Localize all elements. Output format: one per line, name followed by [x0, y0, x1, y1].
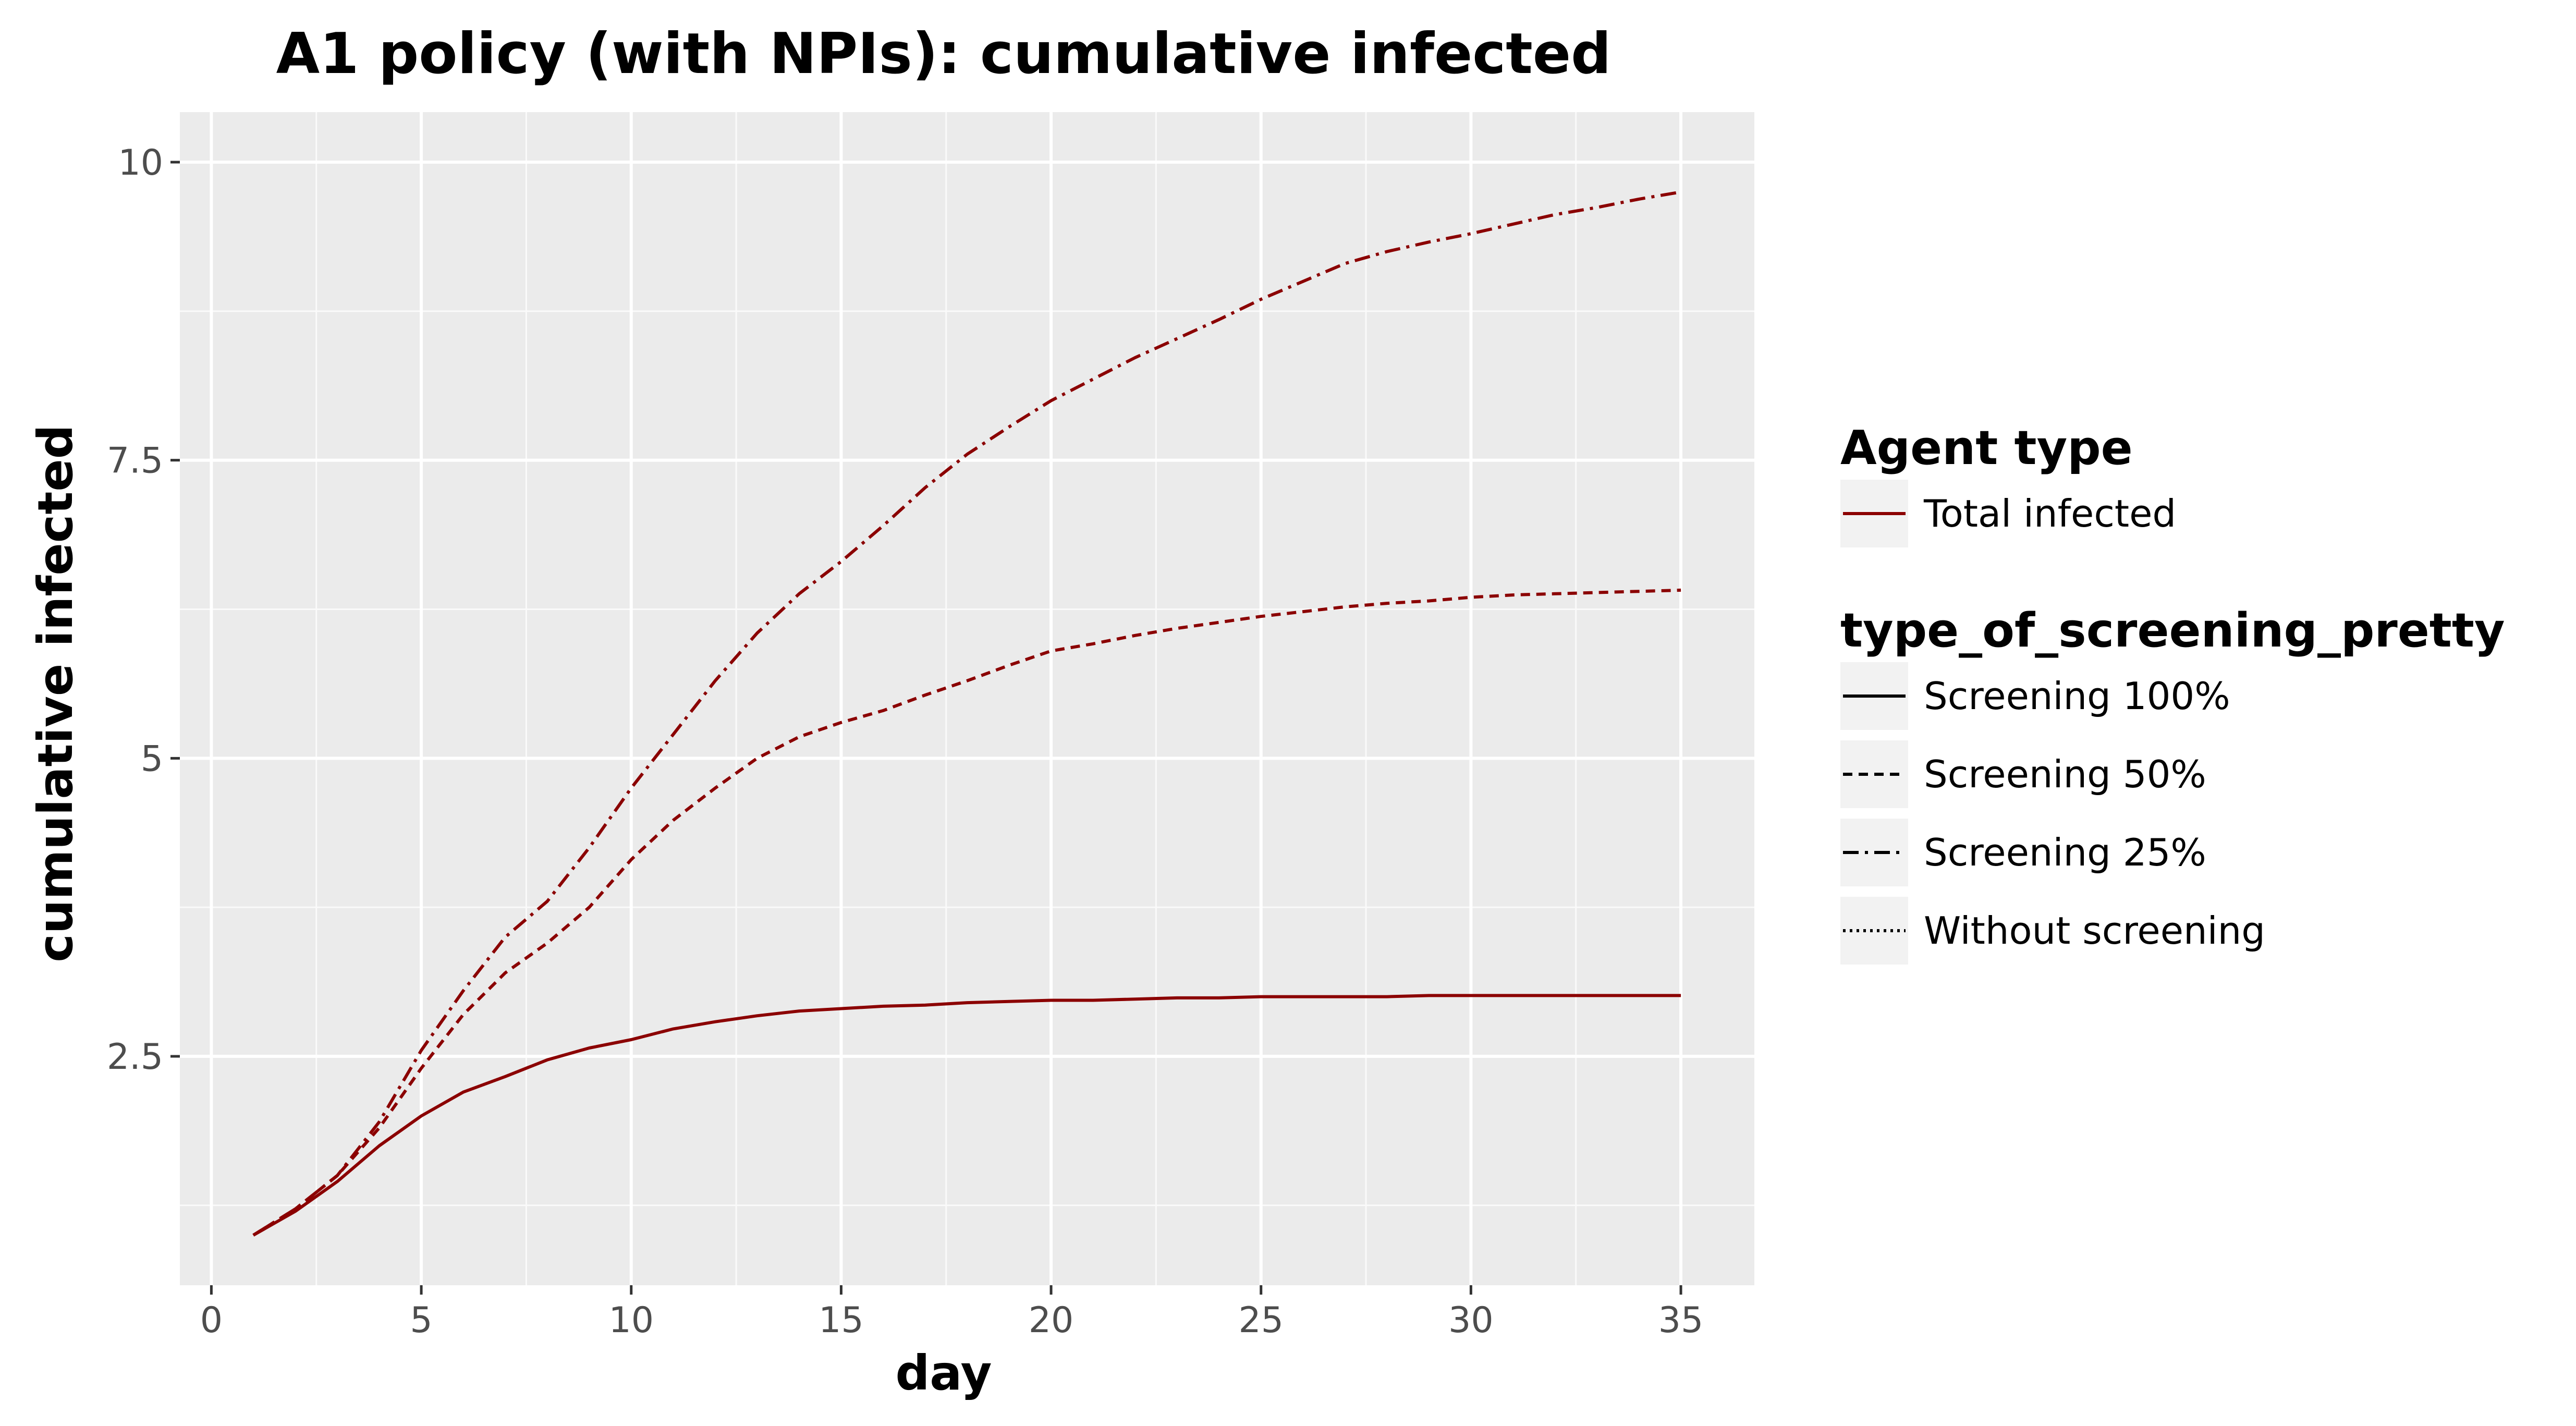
x-tick-label: 5: [410, 1300, 432, 1341]
x-tick-label: 25: [1238, 1300, 1284, 1341]
major-gridlines: [180, 112, 1754, 1285]
chart-title: A1 policy (with NPIs): cumulative infect…: [276, 21, 1611, 87]
y-axis-title: cumulative infected: [28, 424, 83, 962]
x-tick-label: 15: [819, 1300, 864, 1341]
y-tick-label: 10: [118, 142, 163, 184]
legend-label-dashed: Screening 50%: [1924, 752, 2206, 796]
legend-label-dashdot: Screening 25%: [1924, 831, 2206, 874]
plot-panel: [180, 112, 1754, 1285]
minor-gridlines: [180, 112, 1754, 1285]
y-tick-label: 7.5: [107, 441, 163, 482]
x-tick-label: 0: [200, 1300, 223, 1341]
y-tick-label: 2.5: [107, 1037, 163, 1078]
legend-title-screening-type: type_of_screening_pretty: [1840, 603, 2505, 658]
series-line-dashed: [252, 588, 1681, 1237]
x-tick-label: 30: [1448, 1300, 1494, 1341]
legend-label-solid: Screening 100%: [1924, 674, 2230, 718]
x-tick-label: 10: [608, 1300, 654, 1341]
x-axis-title: day: [895, 1345, 992, 1401]
axes-layer: 0 5 10 15 20 25 30 35 2.5 5 7.5 10: [107, 142, 1703, 1341]
legend: Agent type type_of_screening_pretty Tota…: [1840, 421, 2505, 965]
x-tick-label: 35: [1658, 1300, 1704, 1341]
legend-title-agent-type: Agent type: [1840, 421, 2133, 476]
series-line-dashdot: [252, 190, 1681, 1237]
y-tick-label: 5: [141, 738, 163, 779]
legend-label-dotted: Without screening: [1924, 909, 2265, 953]
legend-label-total-infected: Total infected: [1923, 492, 2176, 535]
series-line-solid: [252, 994, 1681, 1237]
series-layer: [252, 190, 1681, 1237]
x-tick-label: 20: [1029, 1300, 1074, 1341]
